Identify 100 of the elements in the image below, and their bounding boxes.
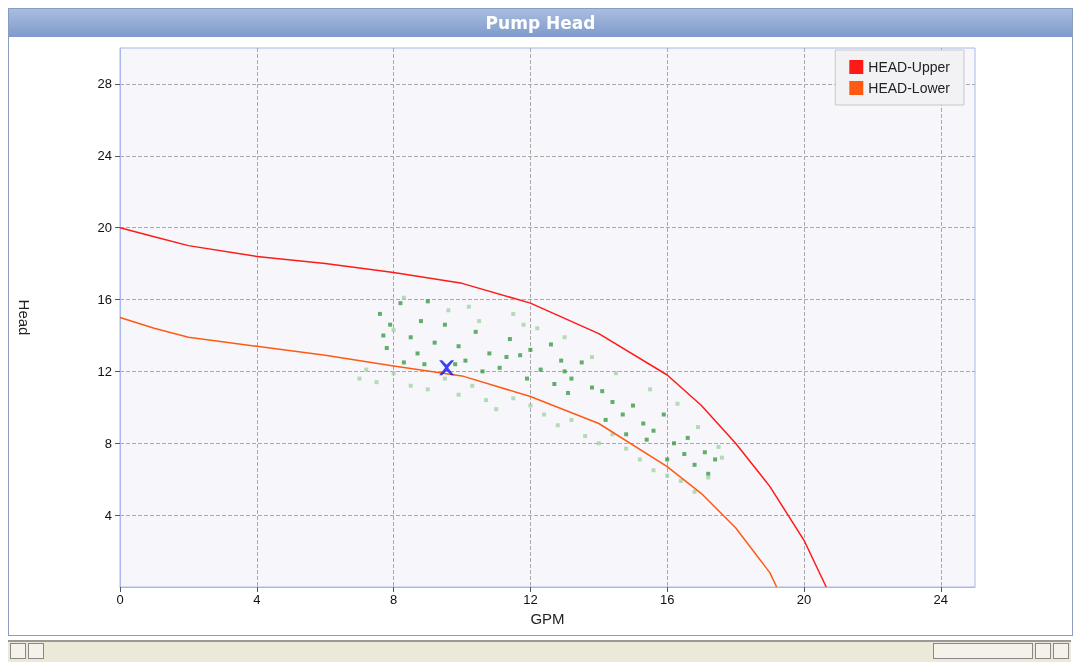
point bbox=[644, 437, 649, 442]
point bbox=[483, 398, 488, 403]
point bbox=[364, 367, 369, 372]
point bbox=[542, 412, 547, 417]
point bbox=[456, 392, 461, 397]
point bbox=[648, 387, 653, 392]
point bbox=[548, 342, 553, 347]
point bbox=[494, 407, 499, 412]
point bbox=[610, 399, 615, 404]
point bbox=[579, 360, 584, 365]
point bbox=[388, 322, 393, 327]
point bbox=[507, 337, 512, 342]
x-tick-label: 16 bbox=[659, 592, 675, 607]
point bbox=[695, 425, 700, 430]
point bbox=[504, 355, 509, 360]
point bbox=[528, 347, 533, 352]
point bbox=[408, 335, 413, 340]
point bbox=[624, 446, 629, 451]
point bbox=[566, 390, 571, 395]
point bbox=[562, 335, 567, 340]
line-series bbox=[119, 226, 827, 588]
point bbox=[439, 360, 455, 376]
point bbox=[511, 311, 516, 316]
point bbox=[473, 329, 478, 334]
point bbox=[665, 473, 670, 478]
point bbox=[480, 369, 485, 374]
point bbox=[589, 355, 594, 360]
point bbox=[377, 311, 382, 316]
point bbox=[524, 376, 529, 381]
point bbox=[391, 371, 396, 376]
point bbox=[624, 432, 629, 437]
x-tick-label: 24 bbox=[933, 592, 949, 607]
point bbox=[477, 319, 482, 324]
point bbox=[713, 457, 718, 462]
point bbox=[518, 353, 523, 358]
point bbox=[442, 322, 447, 327]
point bbox=[675, 401, 680, 406]
point bbox=[381, 333, 386, 338]
point bbox=[466, 304, 471, 309]
x-tick-label: 0 bbox=[116, 592, 124, 607]
point bbox=[678, 479, 683, 483]
point bbox=[401, 295, 406, 300]
point bbox=[600, 389, 605, 394]
point bbox=[716, 444, 721, 449]
point bbox=[401, 360, 406, 365]
point bbox=[408, 383, 413, 388]
point bbox=[692, 462, 697, 467]
point bbox=[569, 417, 574, 422]
point bbox=[702, 450, 707, 455]
point bbox=[651, 468, 656, 473]
point bbox=[682, 452, 687, 457]
point bbox=[603, 417, 608, 422]
point bbox=[535, 326, 540, 331]
point bbox=[422, 362, 427, 367]
point bbox=[528, 403, 533, 408]
point bbox=[521, 322, 526, 327]
point bbox=[631, 403, 635, 408]
y-tick-label: 20 bbox=[97, 220, 112, 236]
point bbox=[384, 346, 389, 351]
point bbox=[665, 457, 670, 462]
point bbox=[391, 328, 396, 333]
point bbox=[596, 441, 601, 446]
point bbox=[552, 381, 557, 386]
point bbox=[425, 299, 430, 304]
point bbox=[706, 475, 711, 480]
point bbox=[415, 351, 420, 356]
point bbox=[562, 369, 567, 374]
point bbox=[432, 340, 437, 345]
point bbox=[637, 457, 642, 462]
point bbox=[418, 319, 423, 324]
point bbox=[661, 412, 666, 417]
point bbox=[538, 367, 543, 372]
point bbox=[511, 396, 516, 401]
point bbox=[425, 387, 430, 392]
point bbox=[487, 351, 492, 356]
point bbox=[470, 383, 475, 388]
x-tick-label: 20 bbox=[796, 592, 812, 607]
y-tick-label: 12 bbox=[97, 363, 112, 379]
legend-label: HEAD-Lower bbox=[868, 80, 951, 96]
legend-label: HEAD-Upper bbox=[868, 59, 951, 75]
point bbox=[442, 376, 447, 381]
point bbox=[555, 423, 560, 428]
point bbox=[613, 371, 618, 376]
y-tick-label: 16 bbox=[97, 292, 112, 308]
point bbox=[446, 308, 451, 313]
point bbox=[463, 358, 468, 363]
y-tick-label: 8 bbox=[104, 435, 112, 451]
y-tick-label: 28 bbox=[97, 76, 112, 92]
chart-title: Pump Head bbox=[9, 9, 1072, 37]
x-axis-title: GPM bbox=[530, 609, 565, 627]
y-tick-label: 4 bbox=[104, 507, 112, 523]
point bbox=[374, 380, 379, 385]
point bbox=[589, 385, 594, 390]
point bbox=[357, 376, 362, 381]
point bbox=[497, 365, 502, 370]
point bbox=[583, 434, 588, 439]
x-tick-label: 4 bbox=[253, 592, 261, 607]
point bbox=[672, 441, 677, 446]
point bbox=[456, 344, 461, 349]
point bbox=[719, 455, 724, 460]
